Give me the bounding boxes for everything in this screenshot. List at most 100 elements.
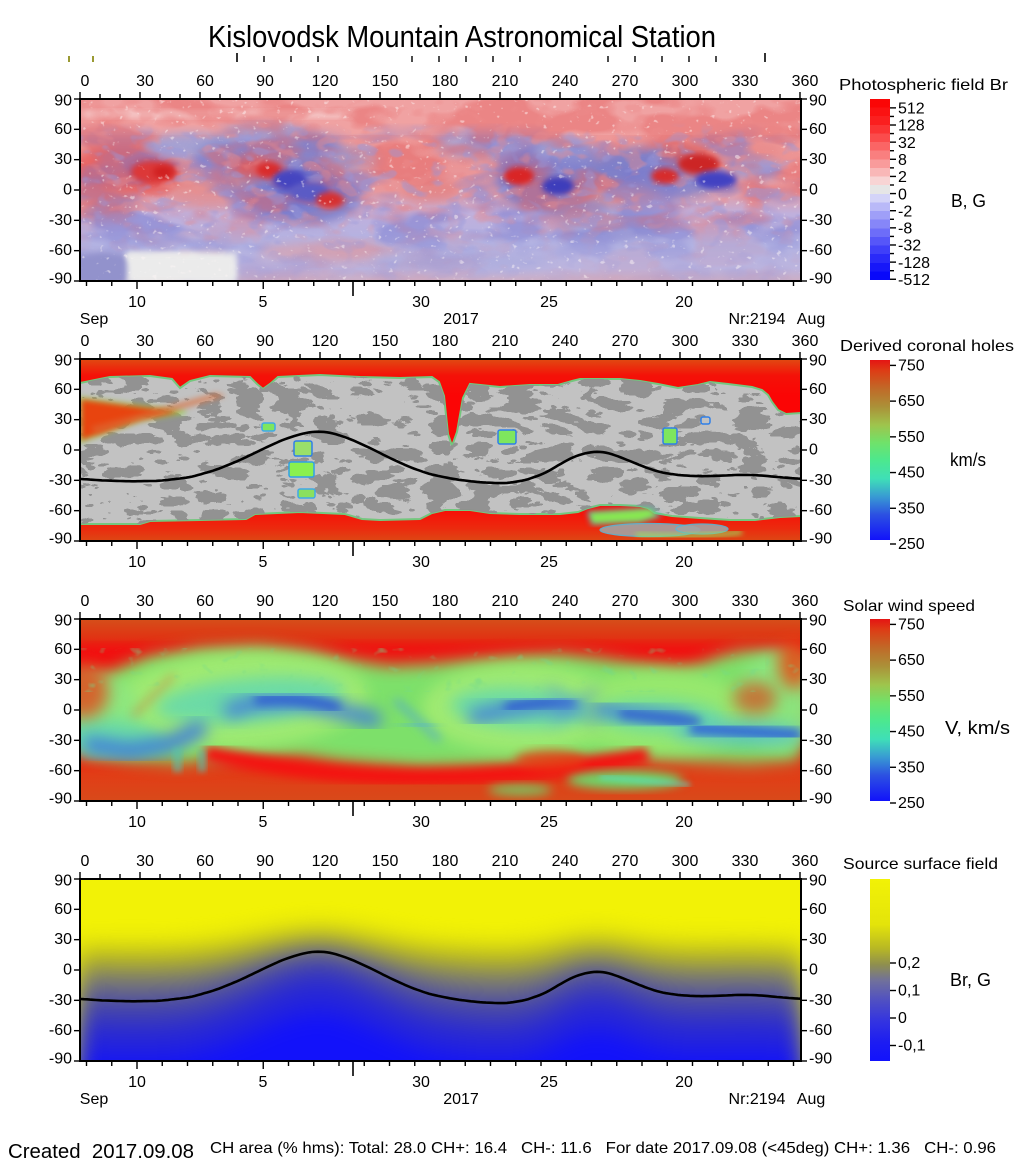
svg-text:750: 750 <box>898 616 925 633</box>
svg-text:300: 300 <box>672 333 699 350</box>
svg-text:-60: -60 <box>809 502 832 519</box>
svg-text:550: 550 <box>898 688 925 705</box>
svg-text:30: 30 <box>136 593 154 610</box>
svg-text:-30: -30 <box>809 732 832 749</box>
svg-text:5: 5 <box>259 814 268 831</box>
svg-text:350: 350 <box>898 759 925 776</box>
svg-text:240: 240 <box>552 853 579 870</box>
svg-text:-90: -90 <box>49 1050 72 1067</box>
svg-text:550: 550 <box>898 429 925 446</box>
svg-text:-90: -90 <box>49 530 72 547</box>
svg-text:350: 350 <box>898 500 925 517</box>
svg-text:-30: -30 <box>49 992 72 1009</box>
svg-text:360: 360 <box>792 73 819 90</box>
svg-text:Sep: Sep <box>80 1091 109 1108</box>
svg-text:5: 5 <box>259 294 268 311</box>
svg-text:5: 5 <box>259 554 268 571</box>
svg-text:90: 90 <box>809 613 827 630</box>
svg-text:10: 10 <box>128 554 146 571</box>
svg-text:60: 60 <box>54 121 72 138</box>
svg-text:Br, G: Br, G <box>950 970 991 990</box>
svg-text:30: 30 <box>809 671 827 688</box>
svg-text:-30: -30 <box>809 992 832 1009</box>
svg-text:60: 60 <box>54 641 72 658</box>
svg-text:30: 30 <box>54 671 72 688</box>
svg-text:-60: -60 <box>49 502 72 519</box>
svg-text:B, G: B, G <box>951 191 986 211</box>
svg-text:60: 60 <box>54 901 72 918</box>
svg-text:90: 90 <box>54 353 72 370</box>
svg-text:30: 30 <box>54 931 72 948</box>
svg-text:km/s: km/s <box>950 450 986 470</box>
svg-text:0: 0 <box>81 593 90 610</box>
svg-text:0,2: 0,2 <box>898 955 920 972</box>
svg-text:-32: -32 <box>898 238 921 255</box>
svg-text:60: 60 <box>54 381 72 398</box>
svg-text:210: 210 <box>492 333 519 350</box>
svg-text:-30: -30 <box>809 472 832 489</box>
svg-text:240: 240 <box>552 333 579 350</box>
svg-text:330: 330 <box>732 593 759 610</box>
svg-text:270: 270 <box>612 853 639 870</box>
svg-text:120: 120 <box>312 73 339 90</box>
svg-text:8: 8 <box>898 152 907 169</box>
svg-text:30: 30 <box>136 73 154 90</box>
svg-text:30: 30 <box>809 151 827 168</box>
svg-text:30: 30 <box>136 853 154 870</box>
svg-text:270: 270 <box>612 73 639 90</box>
svg-text:Aug: Aug <box>797 1091 825 1108</box>
svg-text:150: 150 <box>372 593 399 610</box>
svg-text:120: 120 <box>312 333 339 350</box>
svg-text:128: 128 <box>898 118 925 135</box>
svg-text:Sep: Sep <box>80 311 109 328</box>
svg-text:330: 330 <box>732 333 759 350</box>
svg-text:60: 60 <box>809 901 827 918</box>
svg-text:30: 30 <box>809 411 827 428</box>
svg-text:90: 90 <box>256 853 274 870</box>
svg-text:250: 250 <box>898 795 925 812</box>
svg-text:-60: -60 <box>49 762 72 779</box>
svg-text:0: 0 <box>898 1010 907 1027</box>
svg-text:-30: -30 <box>49 732 72 749</box>
svg-text:30: 30 <box>54 411 72 428</box>
svg-text:Created 2017.09.08: Created 2017.09.08 <box>8 1141 194 1163</box>
svg-text:360: 360 <box>792 593 819 610</box>
svg-text:-90: -90 <box>49 790 72 807</box>
svg-text:120: 120 <box>312 853 339 870</box>
svg-text:240: 240 <box>552 73 579 90</box>
svg-text:210: 210 <box>492 73 519 90</box>
svg-text:30: 30 <box>412 1074 430 1091</box>
svg-text:60: 60 <box>196 333 214 350</box>
svg-text:20: 20 <box>675 554 693 571</box>
svg-text:Source surface field: Source surface field <box>843 856 998 873</box>
svg-text:0: 0 <box>81 333 90 350</box>
svg-text:Derived coronal holes: Derived coronal holes <box>840 338 1014 355</box>
svg-text:10: 10 <box>128 1074 146 1091</box>
svg-text:120: 120 <box>312 593 339 610</box>
svg-text:30: 30 <box>412 814 430 831</box>
svg-text:270: 270 <box>612 593 639 610</box>
svg-text:150: 150 <box>372 333 399 350</box>
svg-text:Solar wind speed: Solar wind speed <box>843 598 975 615</box>
svg-text:Aug: Aug <box>797 311 825 328</box>
svg-text:2017: 2017 <box>443 1091 479 1108</box>
svg-text:240: 240 <box>552 593 579 610</box>
svg-text:90: 90 <box>54 613 72 630</box>
svg-text:60: 60 <box>809 121 827 138</box>
svg-text:-30: -30 <box>49 212 72 229</box>
svg-text:90: 90 <box>809 353 827 370</box>
svg-text:30: 30 <box>412 294 430 311</box>
svg-text:512: 512 <box>898 101 925 118</box>
svg-text:25: 25 <box>540 814 558 831</box>
svg-text:0: 0 <box>809 441 818 458</box>
svg-text:-30: -30 <box>49 472 72 489</box>
svg-text:-60: -60 <box>809 1022 832 1039</box>
svg-text:32: 32 <box>898 135 916 152</box>
svg-text:60: 60 <box>196 593 214 610</box>
svg-text:2017: 2017 <box>443 311 479 328</box>
svg-text:-60: -60 <box>809 242 832 259</box>
svg-text:180: 180 <box>432 593 459 610</box>
svg-text:-0,1: -0,1 <box>898 1038 926 1055</box>
svg-text:330: 330 <box>732 73 759 90</box>
svg-text:330: 330 <box>732 853 759 870</box>
